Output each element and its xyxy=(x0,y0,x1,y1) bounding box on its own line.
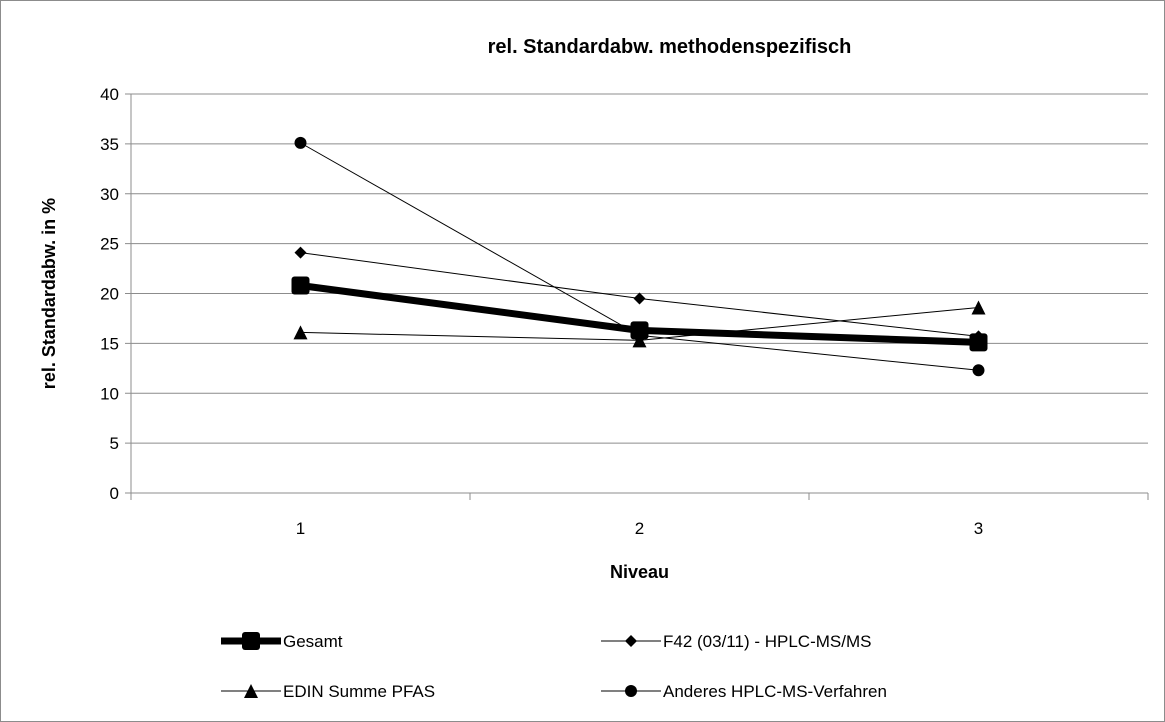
y-axis-title: rel. Standardabw. in % xyxy=(39,198,59,389)
y-tick-label: 10 xyxy=(100,384,119,403)
legend-marker-circle xyxy=(625,685,637,697)
data-point-circle xyxy=(972,364,985,377)
series-layer xyxy=(291,136,988,377)
data-point-diamond xyxy=(633,292,646,305)
legend: Gesamt F42 (03/11) - HPLC-MS/MS EDIN Summe… xyxy=(221,632,887,701)
series-square xyxy=(291,276,988,352)
x-axis-title: Niveau xyxy=(610,562,669,582)
axes: 0 5 10 15 20 25 30 35 40 1 2 3 xyxy=(100,85,1149,538)
data-point-circle xyxy=(294,136,307,149)
legend-label: F42 (03/11) - HPLC-MS/MS xyxy=(663,632,871,651)
legend-marker-square xyxy=(242,632,260,650)
y-tick-label: 20 xyxy=(100,285,119,304)
data-point-triangle xyxy=(971,300,986,315)
y-tick-label: 5 xyxy=(110,434,119,453)
x-tick-label: 3 xyxy=(974,519,983,538)
legend-item: EDIN Summe PFAS xyxy=(221,682,435,701)
legend-label: EDIN Summe PFAS xyxy=(283,682,435,701)
legend-item: F42 (03/11) - HPLC-MS/MS xyxy=(601,632,871,651)
legend-item: Anderes HPLC-MS-Verfahren xyxy=(601,682,887,701)
y-tick-label: 0 xyxy=(110,484,119,503)
y-tick-label: 30 xyxy=(100,185,119,204)
data-point-square xyxy=(291,276,310,295)
x-tick-label: 2 xyxy=(635,519,644,538)
legend-item: Gesamt xyxy=(221,632,343,651)
legend-marker-triangle xyxy=(244,684,258,698)
gridlines xyxy=(131,93,1148,444)
x-tick-label: 1 xyxy=(296,519,305,538)
y-tick-label: 25 xyxy=(100,235,119,254)
legend-label: Gesamt xyxy=(283,632,343,651)
y-tick-label: 35 xyxy=(100,135,119,154)
data-point-square xyxy=(630,321,649,340)
data-point-diamond xyxy=(294,246,307,259)
data-point-square xyxy=(969,333,988,352)
legend-label: Anderes HPLC-MS-Verfahren xyxy=(663,682,887,701)
data-point-triangle xyxy=(293,325,308,340)
chart-title: rel. Standardabw. methodenspezifisch xyxy=(488,36,852,58)
y-tick-label: 15 xyxy=(100,334,119,353)
y-tick-label: 40 xyxy=(100,85,119,104)
legend-marker-diamond xyxy=(625,635,637,647)
